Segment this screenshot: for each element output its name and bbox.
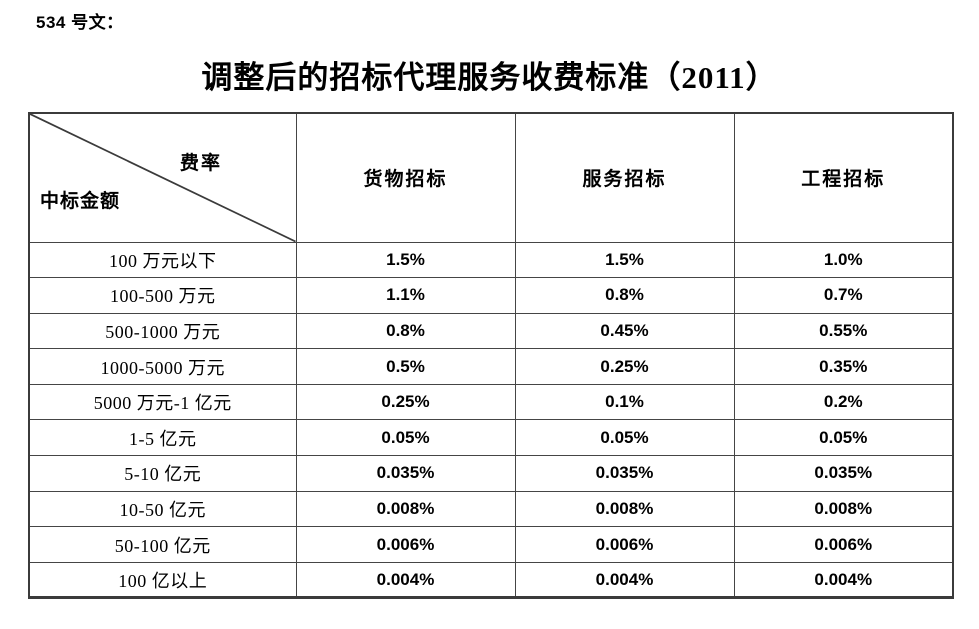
rate-cell: 1.5% xyxy=(295,241,516,279)
corner-cell: 费率 中标金额 xyxy=(28,112,297,243)
rate-cell: 1.5% xyxy=(514,241,735,279)
rate-cell: 0.55% xyxy=(733,312,954,350)
corner-label-rate: 费率 xyxy=(180,153,223,174)
rate-cell: 0.25% xyxy=(514,348,735,385)
row-label: 100 万元以下 xyxy=(28,241,297,279)
rate-cell: 0.5% xyxy=(295,348,516,385)
rate-cell: 0.8% xyxy=(295,312,516,350)
table-row: 100 亿以上 0.004% 0.004% 0.004% xyxy=(28,561,954,599)
rate-cell: 0.008% xyxy=(514,490,735,528)
rate-cell: 0.05% xyxy=(295,419,516,457)
table-row: 100 万元以下 1.5% 1.5% 1.0% xyxy=(28,241,954,279)
row-label: 5-10 亿元 xyxy=(28,455,297,492)
table-row: 1-5 亿元 0.05% 0.05% 0.05% xyxy=(28,419,954,457)
rate-cell: 0.25% xyxy=(295,383,516,421)
rate-cell: 0.45% xyxy=(514,312,735,350)
row-label: 50-100 亿元 xyxy=(28,526,297,563)
row-label: 1-5 亿元 xyxy=(28,419,297,457)
rate-cell: 0.008% xyxy=(733,490,954,528)
rate-cell: 0.035% xyxy=(514,455,735,492)
rate-cell: 0.35% xyxy=(733,348,954,385)
table-row: 10-50 亿元 0.008% 0.008% 0.008% xyxy=(28,490,954,528)
table-header-row: 费率 中标金额 货物招标 服务招标 工程招标 xyxy=(28,112,954,243)
column-header-services: 服务招标 xyxy=(514,112,735,243)
column-header-engineering: 工程招标 xyxy=(733,112,954,243)
rate-cell: 0.004% xyxy=(733,561,954,599)
table-row: 5-10 亿元 0.035% 0.035% 0.035% xyxy=(28,455,954,492)
row-label: 100 亿以上 xyxy=(28,561,297,599)
rate-cell: 0.006% xyxy=(295,526,516,563)
doc-number-label: 534 号文： xyxy=(36,13,124,32)
rate-cell: 0.004% xyxy=(514,561,735,599)
table-row: 50-100 亿元 0.006% 0.006% 0.006% xyxy=(28,526,954,563)
row-label: 500-1000 万元 xyxy=(28,312,297,350)
rate-cell: 0.7% xyxy=(733,277,954,314)
fee-rate-table: 费率 中标金额 货物招标 服务招标 工程招标 100 万元以下 1.5% 1.5… xyxy=(28,112,954,600)
corner-label-amount: 中标金额 xyxy=(40,191,121,212)
diagonal-line xyxy=(30,114,296,242)
rate-cell: 0.006% xyxy=(733,526,954,563)
rate-cell: 0.004% xyxy=(295,561,516,599)
row-label: 10-50 亿元 xyxy=(28,490,297,528)
rate-cell: 0.05% xyxy=(514,419,735,457)
row-label: 100-500 万元 xyxy=(28,277,297,314)
table-row: 5000 万元-1 亿元 0.25% 0.1% 0.2% xyxy=(28,383,954,421)
rate-cell: 1.0% xyxy=(733,241,954,279)
row-label: 5000 万元-1 亿元 xyxy=(28,383,297,421)
row-label: 1000-5000 万元 xyxy=(28,348,297,385)
rate-cell: 0.2% xyxy=(733,383,954,421)
rate-cell: 0.8% xyxy=(514,277,735,314)
rate-cell: 1.1% xyxy=(295,277,516,314)
column-header-goods: 货物招标 xyxy=(295,112,516,243)
rate-cell: 0.006% xyxy=(514,526,735,563)
table-row: 500-1000 万元 0.8% 0.45% 0.55% xyxy=(28,312,954,350)
rate-cell: 0.035% xyxy=(733,455,954,492)
rate-cell: 0.05% xyxy=(733,419,954,457)
page-title: 调整后的招标代理服务收费标准（2011） xyxy=(201,60,778,95)
rate-cell: 0.008% xyxy=(295,490,516,528)
table-row: 100-500 万元 1.1% 0.8% 0.7% xyxy=(28,277,954,314)
table-row: 1000-5000 万元 0.5% 0.25% 0.35% xyxy=(28,348,954,385)
rate-cell: 0.1% xyxy=(514,383,735,421)
rate-cell: 0.035% xyxy=(295,455,516,492)
